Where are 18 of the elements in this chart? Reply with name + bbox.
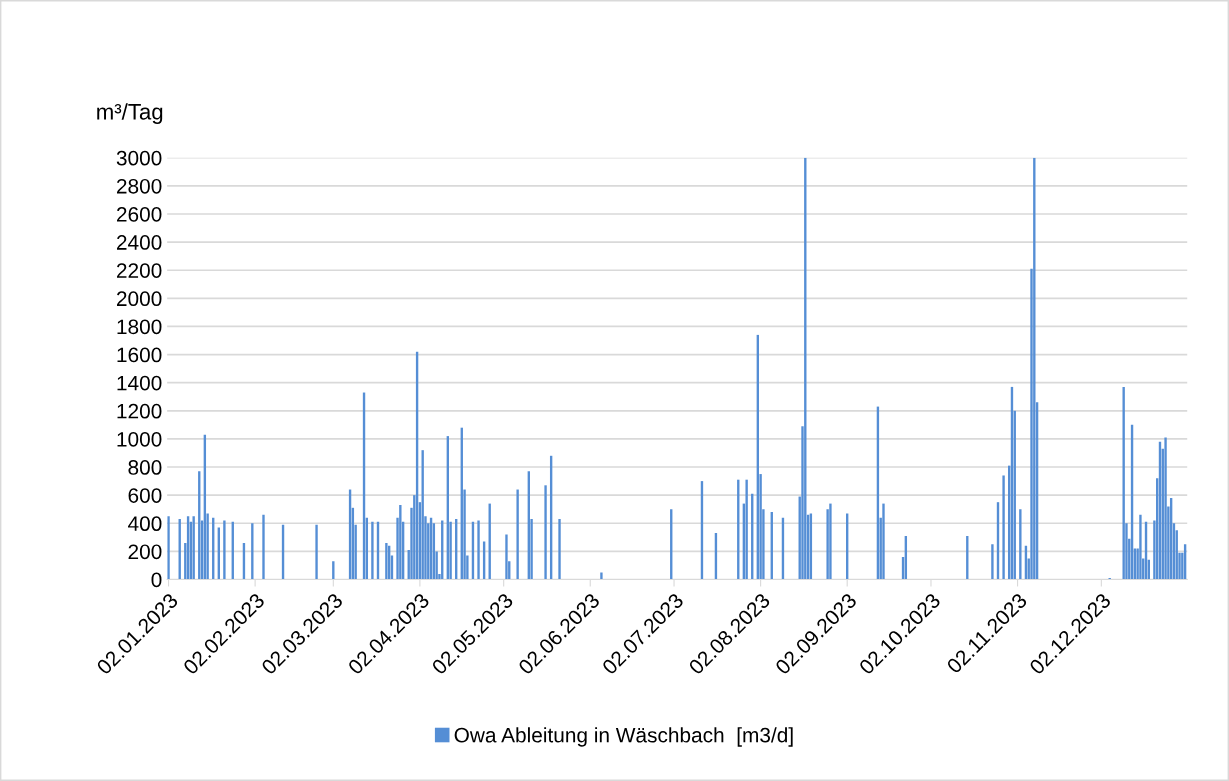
- legend-label: Owa Ableitung in Wäschbach [m3/d]: [454, 727, 793, 747]
- y-tick-label: 2400: [116, 235, 162, 250]
- y-tick-label: 600: [128, 488, 162, 503]
- y-tick-label: 1600: [117, 347, 162, 363]
- y-tick-label: 2600: [116, 207, 162, 222]
- y-tick-label: 0: [151, 572, 162, 588]
- y-axis-title: m³/Tag: [97, 103, 163, 125]
- y-tick-label: 400: [128, 516, 162, 532]
- y-tick-label: 800: [128, 460, 162, 475]
- y-tick-label: 2800: [116, 178, 162, 194]
- y-tick-label: 3000: [116, 150, 162, 166]
- y-tick-label: 200: [128, 544, 162, 560]
- y-tick-label: 1200: [117, 403, 162, 419]
- y-tick-label: 1000: [117, 431, 162, 447]
- y-tick-label: 1400: [117, 375, 162, 391]
- y-tick-label: 2200: [116, 263, 162, 278]
- y-tick-label: 2000: [116, 291, 162, 307]
- y-tick-label: 1800: [117, 319, 162, 335]
